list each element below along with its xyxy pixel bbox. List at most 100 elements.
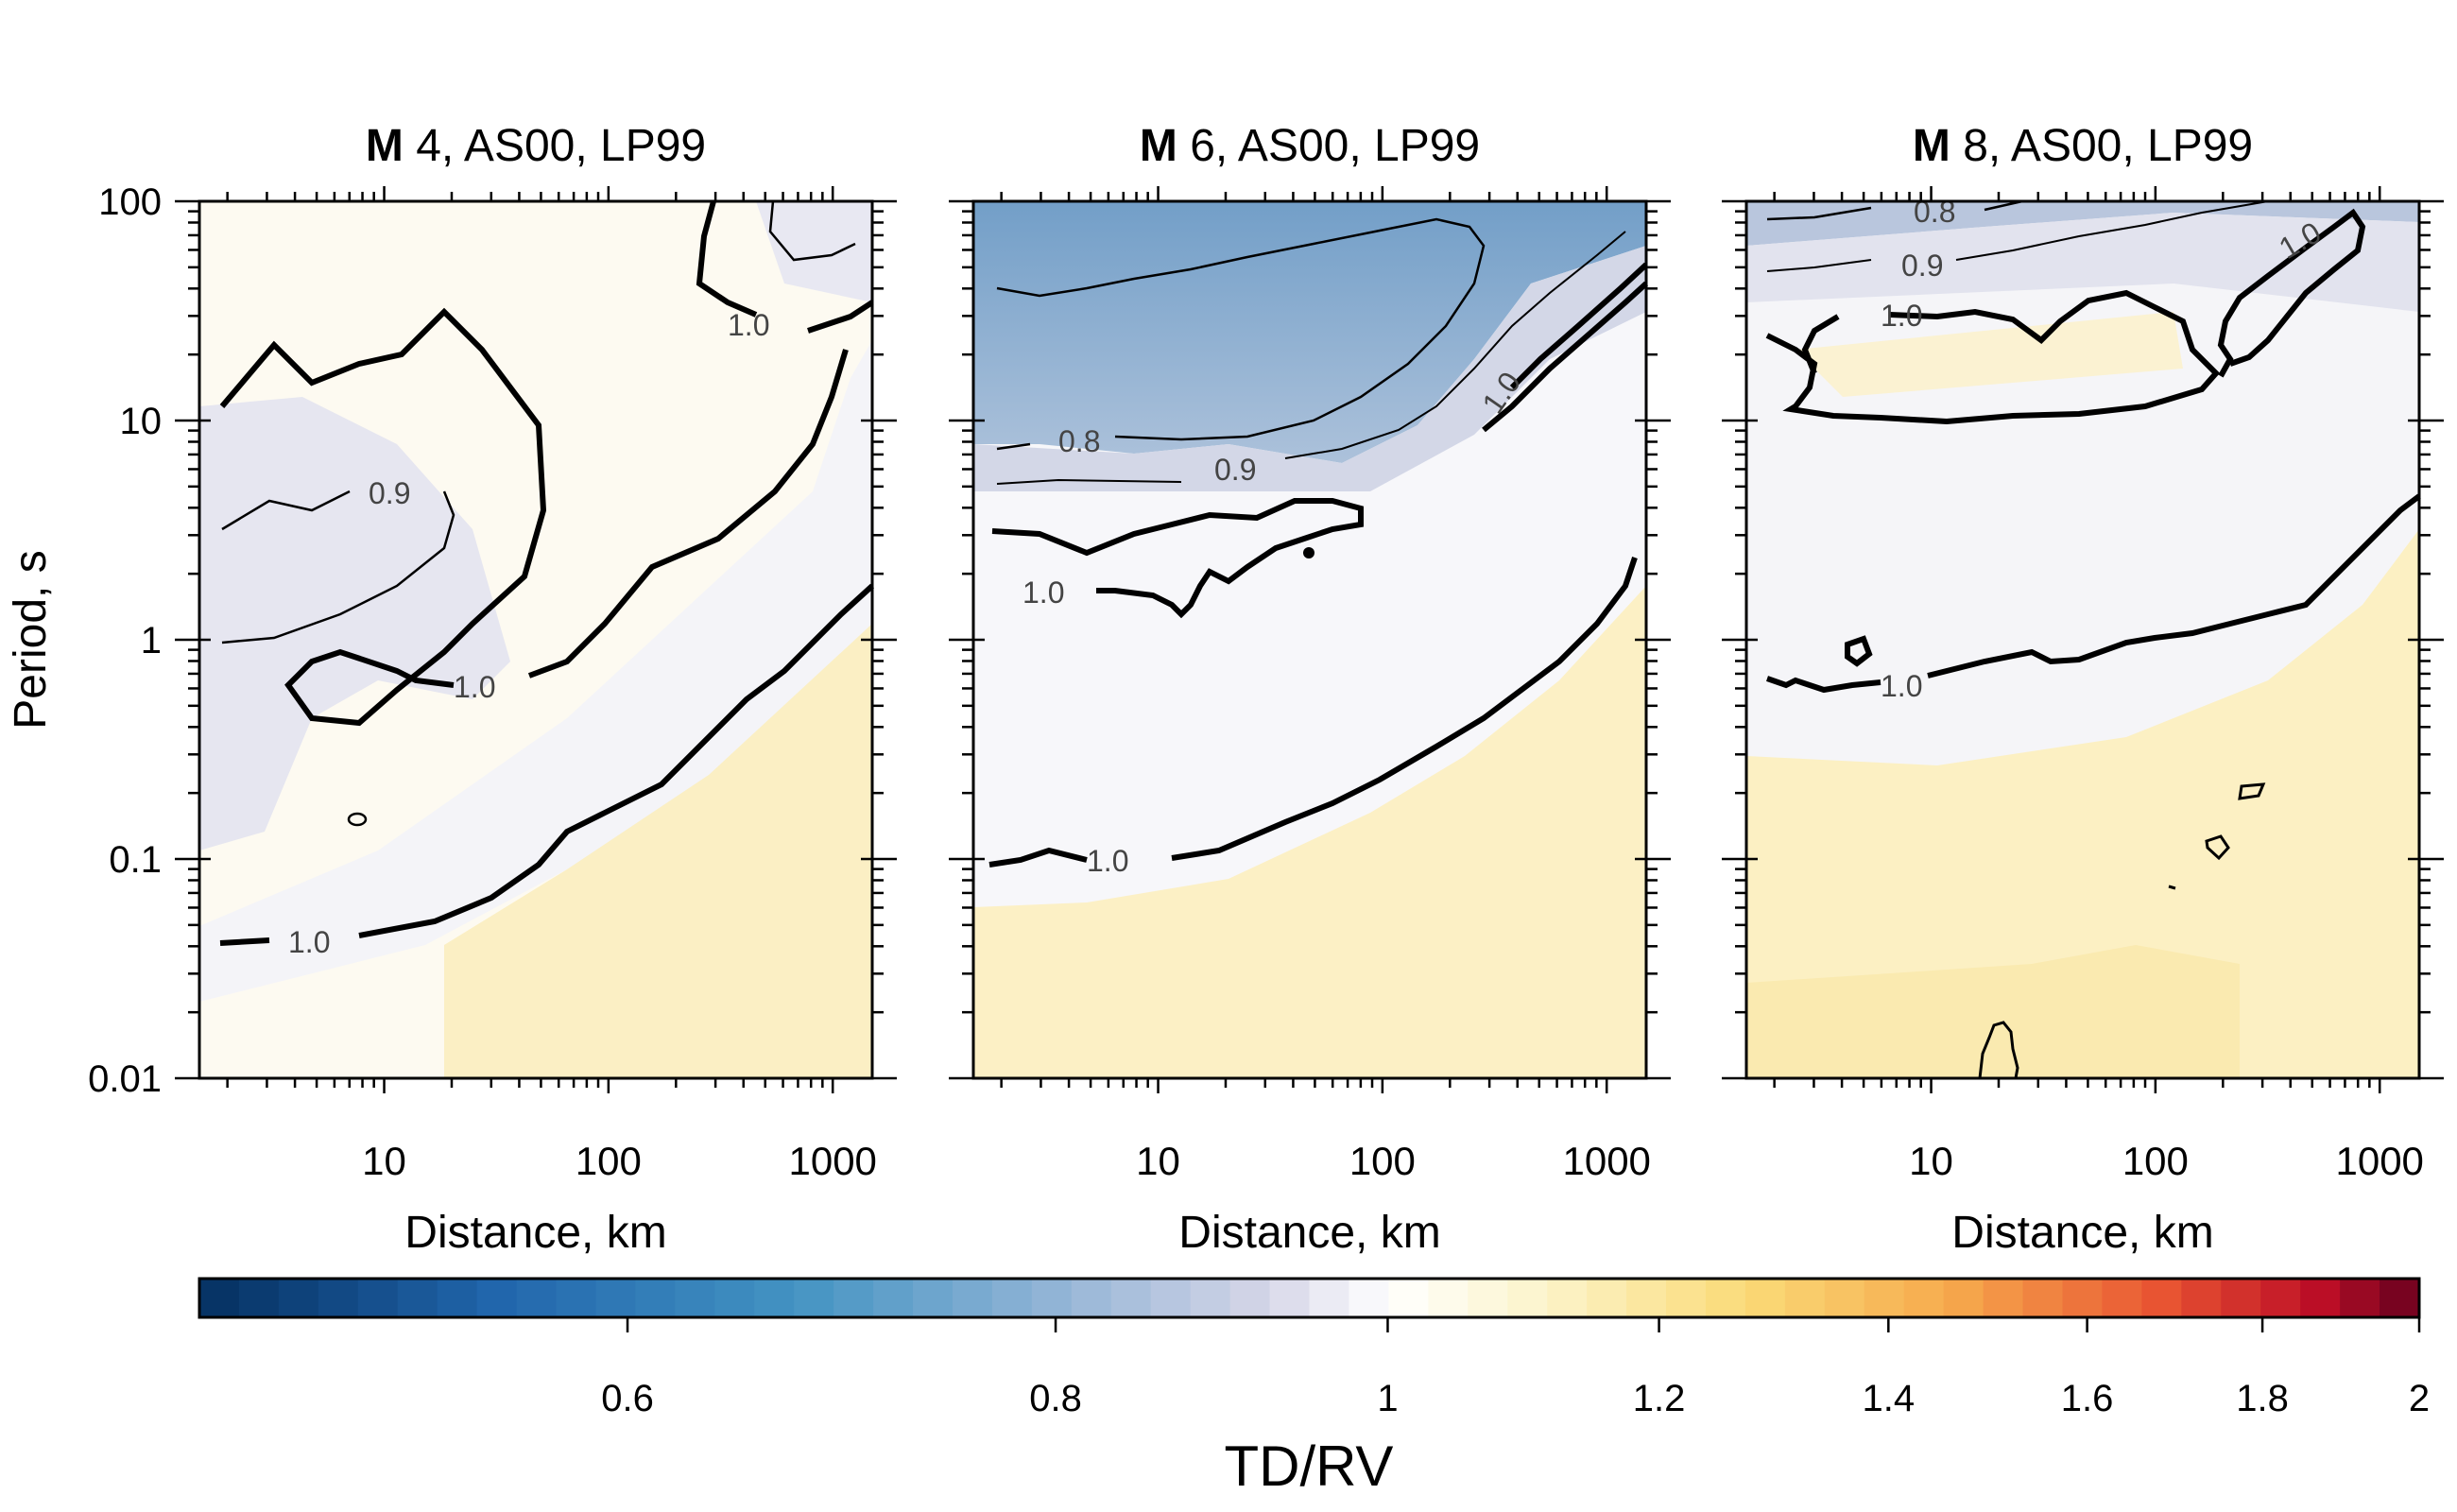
panel-m4-title-prefix: M [366, 121, 404, 171]
panel-m4-contour-top-right-thin [768, 200, 856, 262]
panel-m4: 0.9 1.0 1.0 1.0 M 4, AS00, LP99 Distance… [6, 121, 897, 1258]
colorbar-cell [2181, 1279, 2222, 1317]
colorbar-cell [2340, 1279, 2380, 1317]
colorbar-cell [754, 1279, 795, 1317]
colorbar-cell [2221, 1279, 2261, 1317]
x-tick-label: 10 [1136, 1139, 1180, 1183]
panel-m4-title-text: 4, AS00, LP99 [416, 121, 706, 171]
colorbar-cell [1428, 1279, 1469, 1317]
colorbar-cell [595, 1279, 637, 1317]
panel-m8-yellow-deep [1746, 945, 2240, 1078]
panel-m8-contour-label-10-a: 1.0 [1881, 299, 1922, 333]
colorbar-cell [1705, 1279, 1746, 1317]
colorbar-cell [318, 1279, 359, 1317]
panel-m8-title-prefix: M [1913, 121, 1950, 171]
colorbar-tick-label: 0.6 [601, 1378, 654, 1419]
panel-m4-xlabel: Distance, km [404, 1208, 666, 1258]
colorbar-cell [1388, 1279, 1429, 1317]
colorbar-cell [1626, 1279, 1667, 1317]
colorbar-cell [833, 1279, 874, 1317]
x-tick-label: 100 [576, 1139, 642, 1183]
panel-m8-contour-label-09: 0.9 [1901, 249, 1943, 283]
colorbar-cell [1309, 1279, 1350, 1317]
colorbar: 0.6 0.8 1 1.2 1.4 1.6 1.8 2 TD/RV [198, 1277, 2430, 1498]
panel-m8-contour-10-a [1765, 289, 2221, 425]
panel-m6-contour-label-10-a: 1.0 [1022, 576, 1064, 610]
colorbar-cell [1824, 1279, 1865, 1317]
colorbar-ticks: 0.6 0.8 1 1.2 1.4 1.6 1.8 2 [601, 1317, 2430, 1419]
panel-m8-contour-label-10-mid: 1.0 [1881, 669, 1922, 703]
panel-m6-contour-10-a [991, 498, 1364, 619]
panel-m6: 0.8 0.9 1.0 1.0 1.0 M 6, AS00, LP99 Dist… [949, 121, 1671, 1258]
colorbar-cell [278, 1279, 319, 1317]
panel-m4-x-tick-labels: 10 100 1000 [362, 1139, 877, 1183]
colorbar-cell [2102, 1279, 2142, 1317]
panel-m4-blue-region [199, 397, 510, 850]
panel-m8-yellow-patch [1796, 312, 2183, 397]
colorbar-cell [1983, 1279, 2024, 1317]
colorbar-cell [476, 1279, 518, 1317]
colorbar-cell [238, 1279, 280, 1317]
panel-m8-contour-09 [1766, 200, 2269, 272]
panel-m6-title: M 6, AS00, LP99 [1140, 121, 1480, 171]
panel-m6-contour-label-08: 0.8 [1058, 424, 1100, 458]
panel-m4-yellow-region [444, 624, 872, 1078]
panel-m6-contour-08 [996, 217, 1486, 451]
panel-m8-contour-small-1 [2168, 782, 2266, 890]
panel-m4-pale-blue-top [756, 201, 872, 302]
panel-m4-contour-10-low [219, 583, 875, 946]
colorbar-tick-label: 1.4 [1863, 1378, 1916, 1419]
colorbar-cell [2141, 1279, 2182, 1317]
x-tick-label: 1000 [788, 1139, 876, 1183]
colorbar-cell [199, 1279, 240, 1317]
colorbar-cell [1150, 1279, 1192, 1317]
panel-m4-contour-label-10-top: 1.0 [728, 308, 769, 342]
panel-m8-x-tick-labels: 10 100 1000 [1909, 1139, 2424, 1183]
x-tick-label: 1000 [2335, 1139, 2423, 1183]
colorbar-cell [1864, 1279, 1905, 1317]
panel-m4-contour-top-right [696, 200, 874, 334]
colorbar-cell [635, 1279, 676, 1317]
panel-m6-yellow-region [973, 586, 1646, 1078]
x-tick-label: 100 [1349, 1139, 1416, 1183]
panel-m6-contour-label-10-low: 1.0 [1087, 844, 1128, 878]
panel-m8-contour-small-blob [1845, 635, 1873, 667]
colorbar-cell [1071, 1279, 1112, 1317]
panel-m6-title-text: 6, AS00, LP99 [1190, 121, 1480, 171]
y-tick-label: 0.01 [88, 1058, 162, 1100]
panel-m6-contour-09 [996, 231, 1626, 485]
panel-m6-ticks [949, 186, 1671, 1093]
x-tick-label: 100 [2122, 1139, 2189, 1183]
colorbar-cell [437, 1279, 478, 1317]
colorbar-cell [794, 1279, 834, 1317]
x-tick-label: 1000 [1562, 1139, 1650, 1183]
colorbar-cell [952, 1279, 993, 1317]
panel-m4-ticks [175, 186, 897, 1093]
colorbar-cell [2380, 1279, 2420, 1317]
colorbar-cells [199, 1279, 2420, 1317]
panel-m4-contour-blob [347, 812, 368, 827]
panel-m8-ticks [1722, 186, 2444, 1093]
x-tick-label: 10 [1909, 1139, 1953, 1183]
panel-m6-x-tick-labels: 10 100 1000 [1136, 1139, 1651, 1183]
colorbar-cell [556, 1279, 597, 1317]
y-tick-label: 100 [98, 181, 162, 223]
colorbar-cell [357, 1279, 399, 1317]
panel-m4-contour-10-mid [527, 349, 849, 679]
panel-m6-contour-10-low [988, 557, 1638, 868]
panel-m6-contour-10-b [1482, 262, 1649, 433]
panel-m4-title: M 4, AS00, LP99 [366, 121, 706, 171]
colorbar-cell [516, 1279, 558, 1317]
panel-m6-contour-dot [1303, 547, 1314, 558]
colorbar-cell [1784, 1279, 1826, 1317]
colorbar-cell [675, 1279, 715, 1317]
panel-m8-contour-10-mid [1766, 493, 2421, 694]
colorbar-frame [198, 1277, 2421, 1319]
panel-m8-xlabel: Distance, km [1951, 1208, 2213, 1258]
colorbar-cell [2300, 1279, 2341, 1317]
panel-m8-contour-10-b [2217, 208, 2366, 378]
colorbar-cell [1666, 1279, 1707, 1317]
colorbar-cell [714, 1279, 755, 1317]
colorbar-cell [1468, 1279, 1508, 1317]
panel-m4-contour-label-10-low: 1.0 [288, 925, 330, 959]
